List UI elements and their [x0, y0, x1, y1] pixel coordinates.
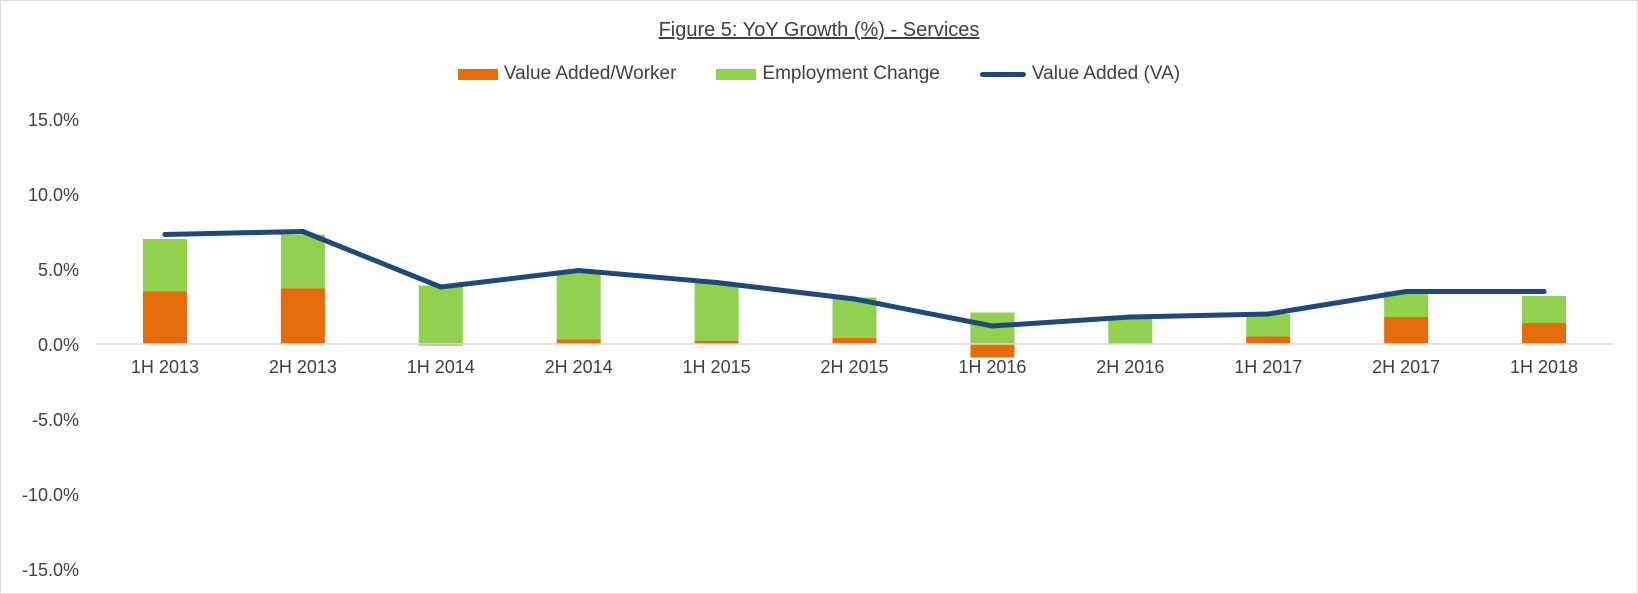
- point-value-added-va: [1265, 311, 1271, 317]
- y-tick-label: -5.0%: [32, 410, 79, 430]
- y-tick-label: 15.0%: [28, 110, 79, 130]
- bar-employment-change: [142, 239, 187, 292]
- point-value-added-va: [576, 268, 582, 273]
- point-value-added-va: [162, 232, 168, 237]
- point-value-added-va: [1541, 289, 1547, 294]
- legend-swatch-value-added-worker: [457, 68, 498, 80]
- x-tick-label: 1H 2014: [407, 357, 475, 377]
- point-value-added-va: [852, 296, 857, 302]
- legend-label-value-added-worker: Value Added/Worker: [503, 63, 677, 84]
- y-tick-label: 0.0%: [38, 335, 79, 355]
- legend-item-value-added-va: Value Added (VA): [979, 63, 1181, 85]
- bar-value-added-worker: [1246, 336, 1291, 344]
- y-tick-label: -15.0%: [22, 560, 79, 580]
- legend-item-employment-change: Employment Change: [716, 63, 940, 85]
- x-tick-label: 1H 2013: [131, 357, 199, 377]
- point-value-added-va: [300, 229, 306, 234]
- x-tick-label: 1H 2016: [958, 357, 1026, 377]
- point-value-added-va: [714, 280, 720, 285]
- bar-value-added-worker: [832, 338, 877, 344]
- chart-legend: Value Added/Worker Employment Change Val…: [1, 63, 1637, 85]
- bar-employment-change: [280, 234, 325, 289]
- x-tick-label: 2H 2013: [269, 357, 337, 377]
- bar-value-added-worker: [694, 341, 739, 344]
- bar-value-added-worker: [280, 288, 325, 344]
- legend-swatch-employment-change: [716, 68, 757, 80]
- bar-value-added-worker: [1522, 323, 1567, 344]
- bar-value-added-worker: [556, 339, 601, 344]
- bar-employment-change: [1108, 318, 1153, 344]
- point-value-added-va: [989, 323, 995, 329]
- bar-employment-change: [1246, 314, 1291, 337]
- legend-label-value-added-va: Value Added (VA): [1031, 63, 1181, 84]
- point-value-added-va: [1127, 314, 1133, 320]
- point-value-added-va: [1403, 289, 1409, 294]
- x-tick-label: 2H 2017: [1372, 357, 1440, 377]
- chart-title: Figure 5: YoY Growth (%) - Services: [658, 19, 980, 41]
- y-tick-label: -10.0%: [22, 485, 79, 505]
- bar-employment-change: [1522, 296, 1567, 323]
- bar-employment-change: [556, 272, 601, 340]
- x-tick-label: 1H 2018: [1510, 357, 1578, 377]
- x-tick-label: 2H 2016: [1096, 357, 1164, 377]
- x-tick-label: 2H 2015: [820, 357, 888, 377]
- bar-value-added-worker: [970, 344, 1015, 358]
- y-tick-label: 5.0%: [38, 260, 79, 280]
- y-tick-label: 10.0%: [28, 185, 79, 205]
- legend-swatch-value-added-va: [979, 71, 1026, 77]
- bar-value-added-worker: [142, 291, 187, 344]
- x-tick-label: 1H 2015: [683, 357, 751, 377]
- x-tick-label: 2H 2014: [545, 357, 613, 377]
- legend-label-employment-change: Employment Change: [762, 63, 940, 84]
- bar-employment-change: [418, 285, 463, 344]
- bar-value-added-worker: [1384, 317, 1429, 344]
- legend-item-value-added-worker: Value Added/Worker: [457, 63, 677, 85]
- x-tick-label: 1H 2017: [1234, 357, 1302, 377]
- bar-employment-change: [694, 282, 739, 341]
- point-value-added-va: [438, 284, 444, 290]
